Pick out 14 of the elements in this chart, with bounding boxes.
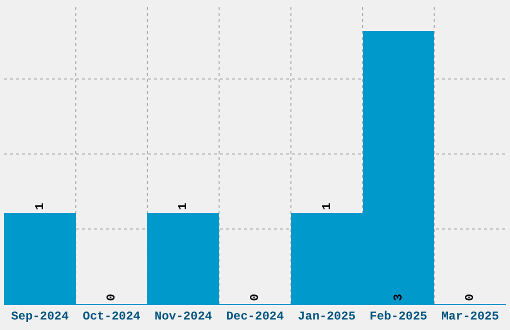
- x-tick-label: Feb-2025: [370, 309, 428, 324]
- data-label: 3: [392, 294, 406, 301]
- x-tick-label: Mar-2025: [441, 309, 499, 324]
- x-tick-label: Jan-2025: [298, 309, 356, 324]
- x-tick-label: Sep-2024: [11, 309, 69, 324]
- x-tick-label: Nov-2024: [154, 309, 212, 324]
- data-label: 0: [248, 294, 262, 301]
- data-label: 1: [320, 202, 334, 210]
- data-label: 0: [463, 294, 477, 301]
- x-tick-label: Oct-2024: [82, 309, 140, 324]
- data-label: 1: [33, 202, 47, 210]
- x-tick-label: Dec-2024: [226, 309, 284, 324]
- data-label: 1: [176, 202, 190, 210]
- data-label: 0: [104, 294, 118, 301]
